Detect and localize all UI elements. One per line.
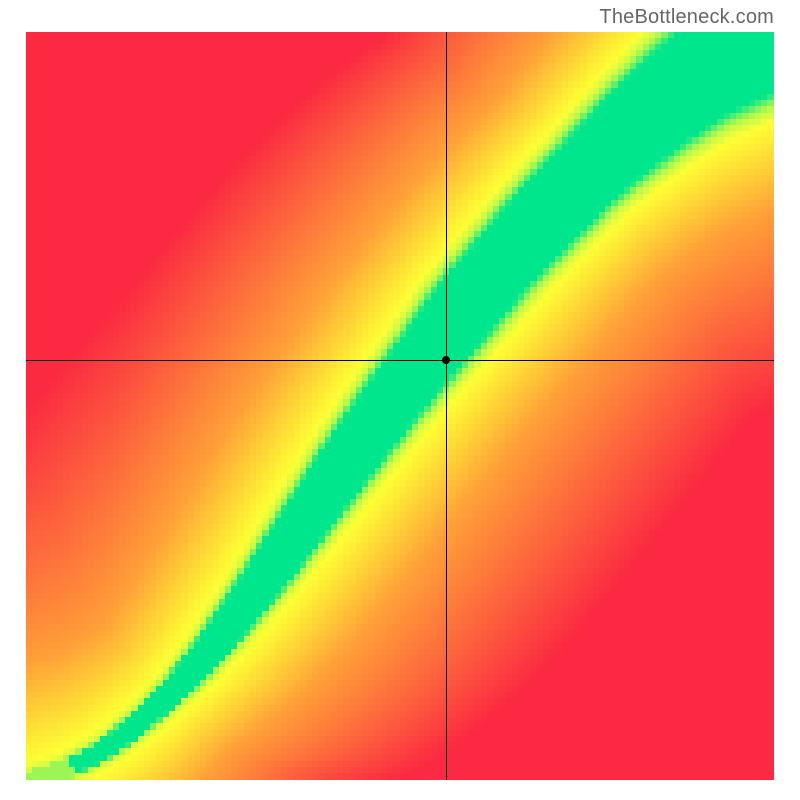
bottleneck-heatmap (26, 32, 774, 780)
watermark-text: TheBottleneck.com (599, 6, 774, 29)
